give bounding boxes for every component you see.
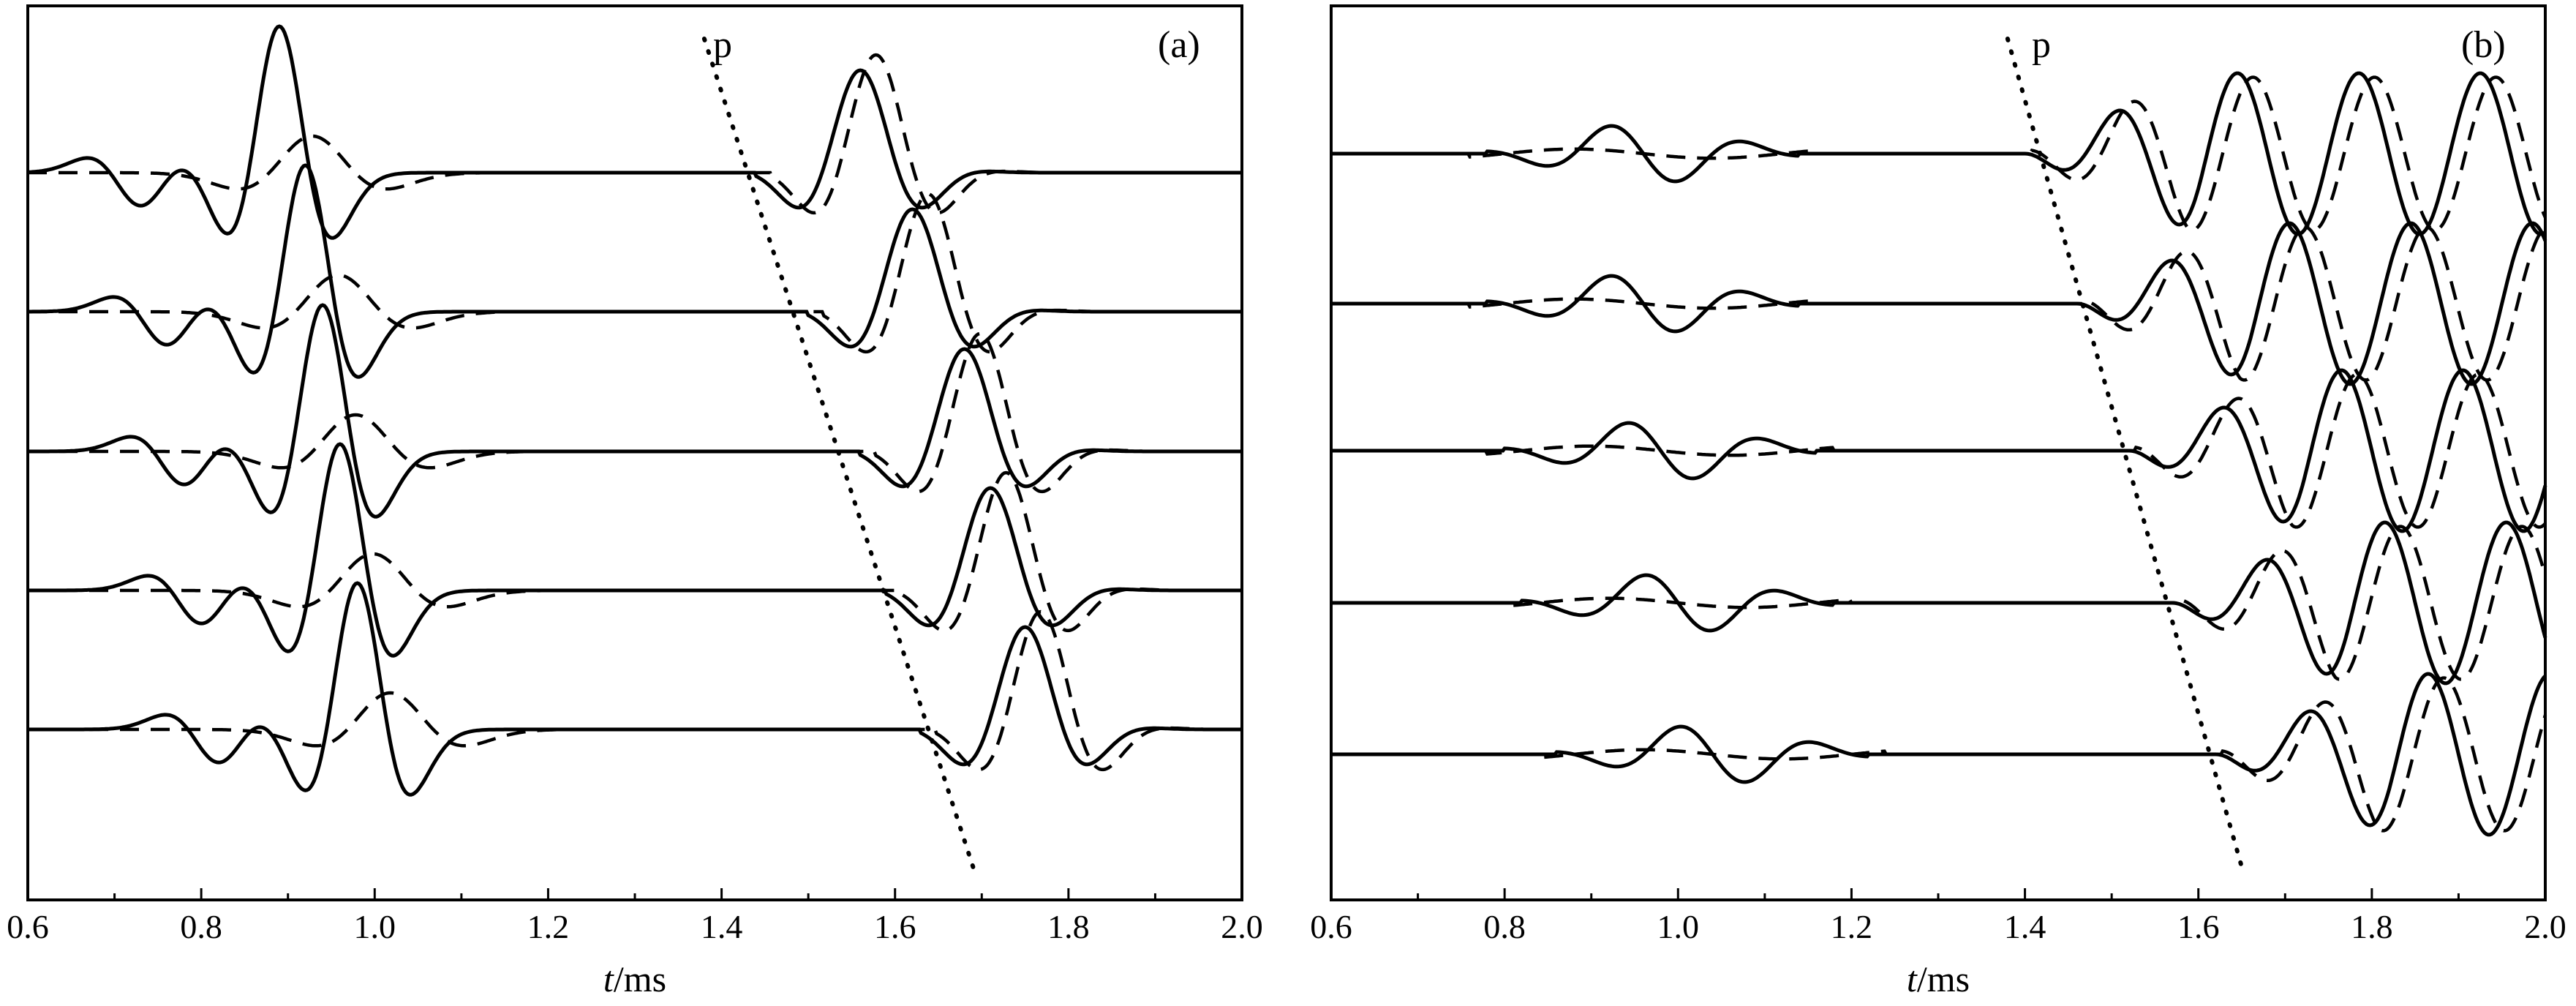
panel-a-label: (a) <box>1158 24 1200 66</box>
panel-a-trace-3-dashed <box>28 331 1242 494</box>
panel-b-x-axis-label: t/ms <box>1907 958 1970 999</box>
panel-b-trace-4-solid <box>1331 520 2547 686</box>
panel-a-trace-5-dashed <box>28 609 1242 772</box>
panel-b-trace-1-dashed <box>1331 75 2547 232</box>
panel-b: 0.6 0.8 1.0 1.2 1.4 1.6 1.8 2.0 p (b) t/ms <box>1310 4 2566 999</box>
panel-a-trace-5-solid <box>28 581 1242 797</box>
panel-b-tick-label: 1.4 <box>2004 908 2046 945</box>
panel-a-trace-2-dashed <box>28 192 1242 354</box>
panel-b-tick-label: 1.8 <box>2351 908 2393 945</box>
panel-a-x-axis-label: t/ms <box>603 958 666 999</box>
panel-a-trace-2-solid <box>28 163 1242 379</box>
panel-a-tick-label: 1.8 <box>1047 908 1090 945</box>
panel-a-tick-label: 0.6 <box>7 908 49 945</box>
panel-a-tick-label: 1.2 <box>527 908 570 945</box>
panel-a-trace-4-dashed <box>28 470 1242 633</box>
panel-a-tick-label: 0.8 <box>180 908 222 945</box>
panel-a-ticks: 0.6 0.8 1.0 1.2 1.4 1.6 1.8 2.0 <box>7 888 1263 945</box>
panel-b-frame <box>1330 4 2547 901</box>
panel-a-trace-3-solid <box>28 303 1242 519</box>
panel-b-tick-label: 1.0 <box>1657 908 1700 945</box>
panel-a-trace-1-solid <box>27 24 1242 240</box>
panel-b-trace-1-solid <box>1331 71 2547 236</box>
panel-a-p-line <box>701 37 976 869</box>
panel-b-label: (b) <box>2461 24 2506 66</box>
panel-b-tick-label: 2.0 <box>2524 908 2566 945</box>
panel-b-tick-label: 0.6 <box>1310 908 1352 945</box>
panel-b-traces <box>1331 71 2547 837</box>
panel-b-tick-label: 1.2 <box>1831 908 1873 945</box>
panel-a-tick-label: 1.4 <box>701 908 743 945</box>
panel-b-tick-label: 1.6 <box>2177 908 2220 945</box>
panel-a-traces <box>27 24 1242 797</box>
panel-b-trace-3-solid <box>1331 368 2547 533</box>
panel-b-trace-5-solid <box>1331 672 2547 837</box>
panel-a-p-label: p <box>713 24 732 66</box>
panel-a-tick-label: 2.0 <box>1221 908 1263 945</box>
panel-a-tick-label: 1.6 <box>874 908 916 945</box>
panel-b-ticks: 0.6 0.8 1.0 1.2 1.4 1.6 1.8 2.0 <box>1310 888 2566 945</box>
panel-a-trace-4-solid <box>28 442 1242 658</box>
panel-b-p-label: p <box>2032 24 2051 66</box>
panel-a-trace-1-dashed <box>28 53 1242 215</box>
panel-a: 0.6 0.8 1.0 1.2 1.4 1.6 1.8 2.0 p (a) t/ms <box>7 4 1263 999</box>
panel-b-trace-5-dashed <box>1331 676 2547 833</box>
panel-b-tick-label: 0.8 <box>1483 908 1526 945</box>
panel-b-p-line <box>2005 37 2244 869</box>
panel-b-trace-2-solid <box>1331 221 2547 386</box>
panel-a-tick-label: 1.0 <box>354 908 396 945</box>
